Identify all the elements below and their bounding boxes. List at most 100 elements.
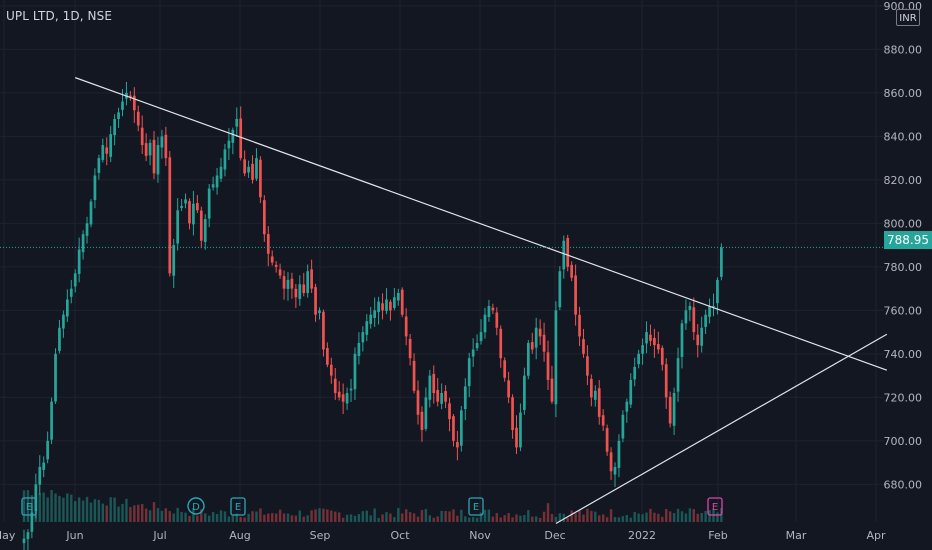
candle-body bbox=[400, 289, 404, 315]
volume-bar bbox=[38, 493, 41, 522]
candle bbox=[176, 198, 180, 251]
candle-body bbox=[432, 373, 436, 393]
volume-bar bbox=[271, 513, 274, 522]
earnings-marker[interactable]: E bbox=[468, 497, 484, 516]
trendline[interactable] bbox=[75, 77, 888, 371]
candle bbox=[586, 345, 589, 386]
volume-bar bbox=[247, 513, 250, 522]
volume-bar bbox=[349, 514, 353, 522]
volume-bar bbox=[617, 517, 621, 522]
volume-bar bbox=[479, 512, 483, 522]
candle-body bbox=[160, 136, 164, 148]
candle bbox=[310, 259, 313, 293]
candle-body bbox=[50, 401, 53, 440]
volume-bar bbox=[511, 517, 514, 522]
y-tick-label: 700.00 bbox=[884, 435, 923, 448]
candle bbox=[550, 365, 554, 404]
candle bbox=[491, 303, 495, 315]
candle bbox=[196, 194, 199, 214]
candle bbox=[479, 319, 483, 345]
volume-bar bbox=[101, 503, 104, 522]
candle-body bbox=[534, 327, 538, 348]
volume-bar bbox=[144, 508, 148, 522]
candle bbox=[251, 155, 254, 184]
candle bbox=[582, 328, 585, 358]
earnings-marker-future[interactable]: E bbox=[707, 497, 723, 516]
candle bbox=[132, 87, 136, 123]
candle bbox=[597, 380, 601, 425]
candle-body bbox=[550, 378, 554, 402]
volume-bar bbox=[428, 515, 432, 522]
volume-bar bbox=[598, 515, 601, 522]
volume-bar bbox=[365, 510, 368, 522]
candle-body bbox=[566, 238, 570, 267]
candle-body bbox=[519, 412, 522, 448]
candle-body bbox=[255, 158, 258, 179]
candle bbox=[463, 378, 467, 421]
candle bbox=[203, 214, 207, 250]
candle-body bbox=[369, 314, 373, 324]
candle-body bbox=[475, 342, 479, 349]
candle-body bbox=[601, 415, 605, 426]
candle-body bbox=[113, 118, 116, 136]
volume-bar bbox=[137, 504, 140, 522]
volume-bar bbox=[594, 511, 597, 522]
earnings-marker[interactable]: E bbox=[21, 497, 37, 516]
volume-bar bbox=[397, 508, 400, 522]
volume-bar bbox=[81, 500, 85, 522]
candle bbox=[77, 237, 81, 283]
candle bbox=[511, 394, 514, 439]
volume-bar bbox=[688, 508, 692, 522]
candle-body bbox=[396, 292, 400, 301]
candle bbox=[412, 353, 416, 394]
volume-bar bbox=[456, 515, 459, 522]
candle-body bbox=[211, 184, 215, 188]
candle-body bbox=[720, 247, 723, 277]
candle-body bbox=[684, 310, 688, 324]
candle bbox=[259, 156, 262, 203]
candle-body bbox=[680, 323, 684, 357]
candle-body bbox=[164, 134, 168, 159]
candle-body bbox=[132, 95, 136, 111]
earnings-marker[interactable]: E bbox=[230, 497, 246, 516]
candle bbox=[235, 107, 239, 137]
y-tick-label: 760.00 bbox=[884, 304, 923, 317]
candle bbox=[168, 151, 172, 277]
volume-bar bbox=[192, 508, 195, 522]
candle-body bbox=[617, 440, 621, 468]
candle bbox=[499, 325, 503, 368]
candle-body bbox=[247, 166, 250, 173]
candle-body bbox=[625, 401, 629, 412]
candle-body bbox=[656, 343, 660, 350]
candle bbox=[326, 342, 329, 368]
volume-bar bbox=[160, 510, 164, 522]
candle bbox=[377, 296, 380, 325]
candle bbox=[566, 234, 570, 272]
volume-bar bbox=[70, 494, 73, 522]
volume-bar bbox=[207, 515, 211, 522]
volume-bar bbox=[531, 516, 534, 522]
dividend-marker[interactable]: D bbox=[187, 497, 205, 515]
candle-body bbox=[136, 111, 140, 126]
candle bbox=[117, 107, 120, 129]
candle-body bbox=[298, 284, 302, 299]
candle bbox=[708, 298, 711, 324]
candle-body bbox=[389, 301, 392, 311]
trendline[interactable] bbox=[555, 333, 888, 525]
currency-badge[interactable]: INR bbox=[896, 9, 920, 26]
candle bbox=[645, 321, 648, 354]
volume-bar bbox=[26, 490, 30, 522]
volume-bar bbox=[50, 490, 53, 522]
volume-bar bbox=[148, 510, 152, 522]
last-price-badge: 788.95 bbox=[884, 231, 932, 249]
volume-bar bbox=[574, 513, 577, 522]
y-tick-label: 680.00 bbox=[884, 478, 923, 491]
candle-body bbox=[168, 157, 172, 274]
volume-bar bbox=[495, 513, 498, 522]
candle bbox=[444, 385, 447, 409]
candle-body bbox=[664, 364, 668, 398]
candle-body bbox=[507, 380, 510, 398]
